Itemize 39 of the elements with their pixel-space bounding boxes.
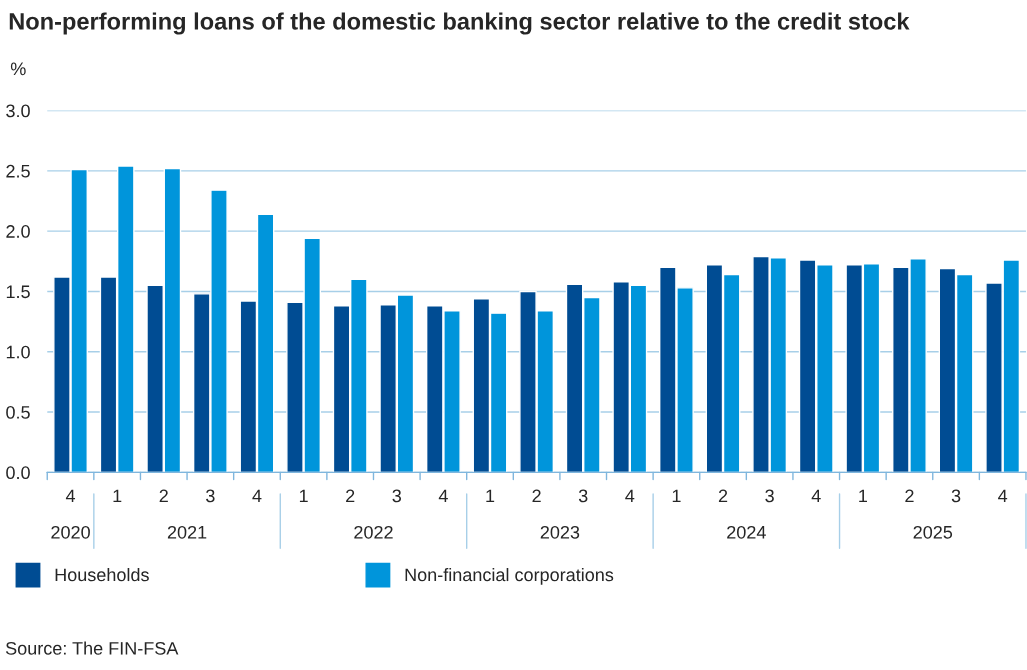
x-tick-label: 1 — [299, 489, 308, 503]
x-tick-label: 1 — [486, 489, 495, 503]
x-tick-label: 4 — [811, 489, 821, 503]
y-tick-label: 1.0 — [6, 345, 30, 359]
legend-label: Non-financial corporations — [405, 567, 614, 585]
x-tick-label: 2 — [905, 489, 914, 503]
text: 2021 — [167, 525, 207, 539]
y-tick-label: 3.0 — [6, 104, 30, 118]
x-tick-label: 1 — [672, 489, 681, 503]
text: 2022 — [354, 525, 393, 539]
text: 2023 — [540, 525, 580, 539]
x-tick-label: 4 — [998, 489, 1008, 503]
x-tick-label: 2 — [159, 489, 168, 503]
text: 2025 — [913, 525, 953, 539]
x-tick-label: 3 — [765, 489, 774, 503]
x-tick-label: 2 — [346, 489, 355, 503]
y-tick-label: 0.0 — [6, 466, 30, 480]
chart-title: Non-performing loans of the domestic banking sector relative to the credit stock — [9, 12, 910, 35]
x-tick-label: 3 — [578, 489, 588, 503]
y-tick-label: 2.5 — [6, 164, 30, 178]
y-tick-label: 2.0 — [6, 225, 30, 238]
x-tick-label: 3 — [206, 489, 215, 503]
x-tick-label: 4 — [252, 489, 262, 503]
x-tick-label: 3 — [951, 489, 961, 503]
x-tick-label: 4 — [438, 489, 448, 503]
x-tick-label: 3 — [392, 489, 402, 503]
x-tick-label: 2 — [532, 489, 541, 503]
x-tick-label: 4 — [625, 489, 635, 503]
source-note: Source: The FIN-FSA — [5, 641, 179, 655]
y-axis-title: % — [10, 62, 26, 76]
text: 2024 — [727, 525, 766, 539]
x-tick-label: 2 — [718, 489, 728, 503]
x-tick-label: 4 — [65, 489, 76, 503]
legend-label: Households — [55, 567, 149, 582]
x-tick-label: 1 — [859, 489, 867, 503]
y-tick-label: 1.5 — [6, 285, 30, 299]
y-tick-label: 0.5 — [6, 405, 30, 419]
x-tick-label: 1 — [113, 489, 122, 503]
text: 2020 — [51, 525, 90, 539]
